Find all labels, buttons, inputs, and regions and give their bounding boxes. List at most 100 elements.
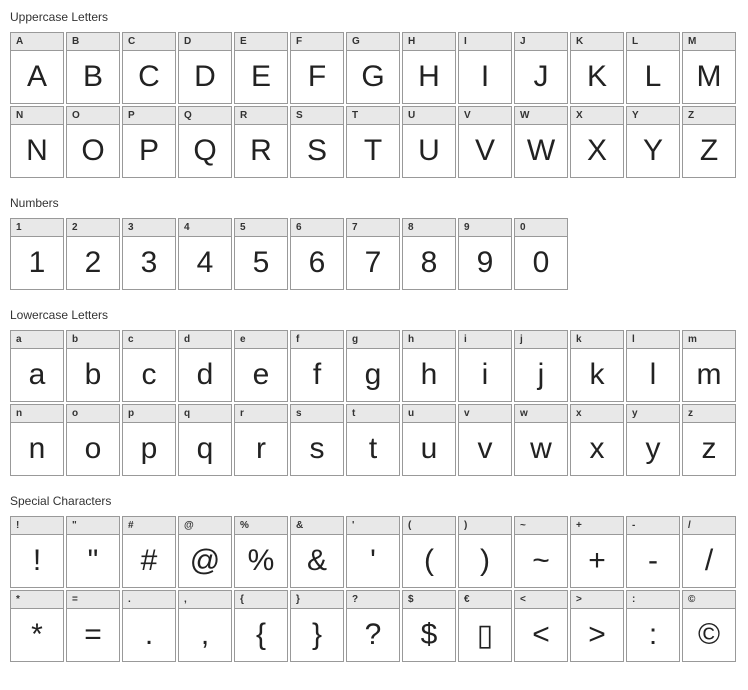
glyph-display: r [235,423,287,475]
glyph-display: , [179,609,231,661]
glyph-display: N [11,125,63,177]
glyph-label: m [683,331,735,349]
glyph-label: 3 [123,219,175,237]
glyph-display: ? [347,609,399,661]
glyph-display: P [123,125,175,177]
glyph-label: q [179,405,231,423]
glyph-label: 9 [459,219,511,237]
glyph-row: aabbccddeeffgghhiijjkkllmm [10,330,738,402]
glyph-label: L [627,33,679,51]
glyph-label: Z [683,107,735,125]
glyph-label: D [179,33,231,51]
glyph-display: i [459,349,511,401]
glyph-display: o [67,423,119,475]
glyph-cell: 44 [178,218,232,290]
glyph-cell: EE [234,32,288,104]
glyph-label: € [459,591,511,609]
glyph-display: X [571,125,623,177]
glyph-cell: ** [10,590,64,662]
glyph-cell: AA [10,32,64,104]
glyph-cell: 22 [66,218,120,290]
glyph-cell: '' [346,516,400,588]
glyph-label: 8 [403,219,455,237]
glyph-display: ) [459,535,511,587]
glyph-cell: TT [346,106,400,178]
glyph-label: s [291,405,343,423]
glyph-display: / [683,535,735,587]
glyph-display: > [571,609,623,661]
glyph-label: 6 [291,219,343,237]
glyph-label: b [67,331,119,349]
glyph-label: w [515,405,567,423]
glyph-display: J [515,51,567,103]
glyph-label: 1 [11,219,63,237]
glyph-row: NNOOPPQQRRSSTTUUVVWWXXYYZZ [10,106,738,178]
glyph-label: " [67,517,119,535]
glyph-display: ' [347,535,399,587]
glyph-cell: FF [290,32,344,104]
glyph-row: 11223344556677889900 [10,218,738,290]
glyph-label: k [571,331,623,349]
glyph-label: 7 [347,219,399,237]
glyph-label: o [67,405,119,423]
glyph-label: 2 [67,219,119,237]
glyph-row: **==..,,{{}}??$$€▯<<>>::©© [10,590,738,662]
glyph-label: C [123,33,175,51]
glyph-cell: mm [682,330,736,402]
glyph-display: } [291,609,343,661]
glyph-display: c [123,349,175,401]
glyph-display: U [403,125,455,177]
glyph-label: B [67,33,119,51]
glyph-cell: 00 [514,218,568,290]
glyph-display: L [627,51,679,103]
glyph-cell: !! [10,516,64,588]
glyph-label: u [403,405,455,423]
section-title: Uppercase Letters [10,10,738,24]
glyph-label: : [627,591,679,609]
glyph-cell: 99 [458,218,512,290]
glyph-display: D [179,51,231,103]
section-title: Lowercase Letters [10,308,738,322]
glyph-label: ( [403,517,455,535]
glyph-cell: CC [122,32,176,104]
glyph-label: 0 [515,219,567,237]
glyph-cell: GG [346,32,400,104]
glyph-cell: XX [570,106,624,178]
glyph-label: ? [347,591,399,609]
glyph-label: t [347,405,399,423]
glyph-cell: ,, [178,590,232,662]
glyph-display: p [123,423,175,475]
glyph-cell: uu [402,404,456,476]
glyph-label: K [571,33,623,51]
glyph-label: V [459,107,511,125]
glyph-cell: ll [626,330,680,402]
section-2: Lowercase Letters aabbccddeeffgghhiijjkkl… [10,308,738,476]
glyph-label: O [67,107,119,125]
glyph-cell: -- [626,516,680,588]
glyph-label: v [459,405,511,423]
glyph-display: 8 [403,237,455,289]
glyph-label: 4 [179,219,231,237]
glyph-cell: qq [178,404,232,476]
glyph-label: U [403,107,455,125]
glyph-display: m [683,349,735,401]
glyph-cell: 33 [122,218,176,290]
glyph-display: 3 [123,237,175,289]
glyph-label: 5 [235,219,287,237]
glyph-label: > [571,591,623,609]
glyph-display: ▯ [459,609,511,661]
glyph-display: b [67,349,119,401]
glyph-display: $ [403,609,455,661]
glyph-cell: kk [570,330,624,402]
glyph-cell: ww [514,404,568,476]
glyph-cell: yy [626,404,680,476]
glyph-label: ) [459,517,511,535]
glyph-display: d [179,349,231,401]
glyph-cell: VV [458,106,512,178]
glyph-label: N [11,107,63,125]
glyph-label: S [291,107,343,125]
glyph-label: z [683,405,735,423]
glyph-display: M [683,51,735,103]
glyph-display: f [291,349,343,401]
section-0: Uppercase LettersAABBCCDDEEFFGGHHIIJJKKL… [10,10,738,178]
